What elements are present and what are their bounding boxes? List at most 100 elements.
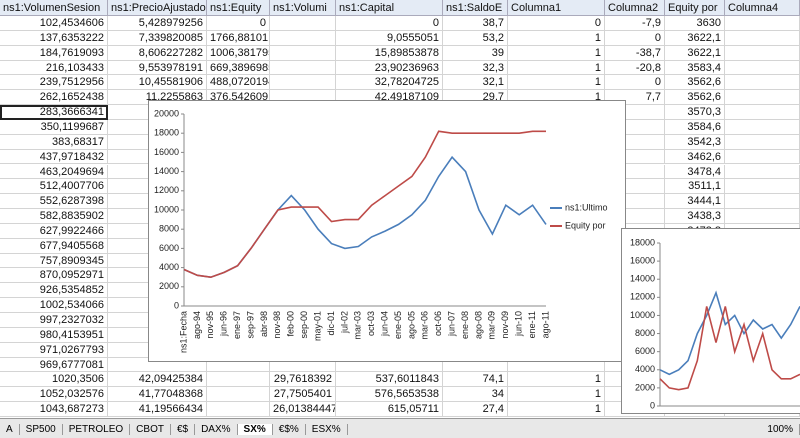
cell[interactable]: 9,553978191 bbox=[108, 60, 207, 76]
cell[interactable]: 3562,6 bbox=[665, 90, 725, 106]
cell[interactable]: 1 bbox=[508, 372, 605, 388]
column-header[interactable]: Columna2 bbox=[605, 0, 665, 16]
cell[interactable]: 41,19566434 bbox=[108, 402, 207, 417]
cell[interactable]: 757,8909345 bbox=[0, 253, 108, 269]
cell[interactable]: 997,2327032 bbox=[0, 313, 108, 328]
cell[interactable] bbox=[725, 75, 800, 91]
sheet-tab[interactable]: PETROLEO bbox=[63, 423, 131, 435]
cell[interactable]: 3562,6 bbox=[665, 75, 725, 91]
cell[interactable]: 38,7 bbox=[443, 16, 508, 31]
cell[interactable]: 3583,4 bbox=[665, 60, 725, 76]
cell[interactable]: 669,3896985 bbox=[207, 60, 270, 76]
cell[interactable]: 1020,3506 bbox=[0, 372, 108, 388]
cell[interactable] bbox=[725, 16, 800, 31]
cell[interactable]: 3622,1 bbox=[665, 45, 725, 61]
cell[interactable]: 3438,3 bbox=[665, 209, 725, 224]
cell[interactable]: 1 bbox=[508, 402, 605, 417]
cell[interactable] bbox=[725, 90, 800, 106]
cell[interactable]: 3511,1 bbox=[665, 179, 725, 195]
cell[interactable] bbox=[270, 75, 336, 91]
cell[interactable]: 463,2049694 bbox=[0, 164, 108, 180]
cell[interactable]: 184,7619093 bbox=[0, 45, 108, 61]
cell[interactable] bbox=[725, 134, 800, 150]
cell[interactable]: 41,77048368 bbox=[108, 387, 207, 403]
cell[interactable]: 283,3666341 bbox=[0, 105, 108, 120]
sheet-tab[interactable]: DAX% bbox=[195, 423, 238, 435]
cell[interactable] bbox=[605, 119, 665, 135]
sheet-tab[interactable]: ESX% bbox=[306, 423, 348, 435]
cell[interactable]: 7,7 bbox=[605, 90, 665, 106]
cell[interactable] bbox=[270, 45, 336, 61]
cell[interactable]: 32,3 bbox=[443, 60, 508, 76]
cell[interactable]: 552,6287398 bbox=[0, 194, 108, 210]
column-header[interactable]: ns1:PrecioAjustado bbox=[108, 0, 207, 16]
cell[interactable]: 3584,6 bbox=[665, 119, 725, 135]
cell[interactable]: 437,9718432 bbox=[0, 149, 108, 165]
cell[interactable]: 1043,687273 bbox=[0, 402, 108, 417]
cell[interactable]: 1002,534066 bbox=[0, 298, 108, 313]
cell[interactable]: 7,339820085 bbox=[108, 30, 207, 46]
cell[interactable] bbox=[605, 179, 665, 195]
cell[interactable]: 0 bbox=[336, 16, 443, 31]
column-header[interactable]: Columna1 bbox=[508, 0, 605, 16]
cell[interactable] bbox=[725, 209, 800, 224]
cell[interactable]: 74,1 bbox=[443, 372, 508, 388]
cell[interactable]: 1 bbox=[508, 387, 605, 403]
cell[interactable]: 383,68317 bbox=[0, 134, 108, 150]
cell[interactable]: 677,9405568 bbox=[0, 238, 108, 254]
sheet-tab[interactable]: €$ bbox=[171, 423, 196, 435]
cell[interactable]: 1766,88101 bbox=[207, 30, 270, 46]
cell[interactable] bbox=[207, 372, 270, 388]
cell[interactable]: 262,1652438 bbox=[0, 90, 108, 106]
cell[interactable]: 137,6353222 bbox=[0, 30, 108, 46]
cell[interactable]: 926,5354852 bbox=[0, 283, 108, 299]
cell[interactable] bbox=[725, 149, 800, 165]
cell[interactable]: 627,9922466 bbox=[0, 223, 108, 239]
cell[interactable] bbox=[270, 357, 336, 373]
cell[interactable]: 971,0267793 bbox=[0, 342, 108, 358]
cell[interactable] bbox=[725, 179, 800, 195]
sheet-tab[interactable]: SX% bbox=[237, 423, 273, 435]
sheet-tab[interactable]: A bbox=[0, 423, 20, 435]
cell[interactable] bbox=[605, 209, 665, 224]
cell[interactable]: 29,7618392 bbox=[270, 372, 336, 388]
cell[interactable]: 350,1199687 bbox=[0, 119, 108, 135]
cell[interactable] bbox=[725, 164, 800, 180]
cell[interactable]: 980,4153951 bbox=[0, 327, 108, 343]
cell[interactable]: -38,7 bbox=[605, 45, 665, 61]
column-header[interactable]: ns1:SaldoE bbox=[443, 0, 508, 16]
cell[interactable] bbox=[605, 149, 665, 165]
cell[interactable]: 42,09425384 bbox=[108, 372, 207, 388]
cell[interactable]: 969,6777081 bbox=[0, 357, 108, 373]
cell[interactable] bbox=[605, 164, 665, 180]
cell[interactable]: -7,9 bbox=[605, 16, 665, 31]
cell[interactable]: 3630 bbox=[665, 16, 725, 31]
cell[interactable]: 576,5653538 bbox=[336, 387, 443, 403]
cell[interactable]: 870,0952971 bbox=[0, 268, 108, 284]
cell[interactable]: 1052,032576 bbox=[0, 387, 108, 403]
cell[interactable] bbox=[725, 119, 800, 135]
cell[interactable]: 1006,381795 bbox=[207, 45, 270, 61]
cell[interactable] bbox=[270, 16, 336, 31]
cell[interactable]: 216,103433 bbox=[0, 60, 108, 76]
cell[interactable]: 1 bbox=[508, 30, 605, 46]
cell[interactable] bbox=[508, 357, 605, 373]
cell[interactable]: 1 bbox=[508, 75, 605, 91]
column-header[interactable]: Columna4 bbox=[725, 0, 800, 16]
cell[interactable] bbox=[207, 387, 270, 403]
cell[interactable]: 582,8835902 bbox=[0, 209, 108, 224]
sheet-tab[interactable]: €$% bbox=[273, 423, 306, 435]
cell[interactable]: 5,428979256 bbox=[108, 16, 207, 31]
cell[interactable] bbox=[725, 30, 800, 46]
cell[interactable]: 27,7505401 bbox=[270, 387, 336, 403]
cell[interactable]: 39 bbox=[443, 45, 508, 61]
cell[interactable]: 9,0555051 bbox=[336, 30, 443, 46]
cell[interactable]: 3570,3 bbox=[665, 105, 725, 120]
column-header[interactable]: ns1:Equity bbox=[207, 0, 270, 16]
cell[interactable]: 102,4534606 bbox=[0, 16, 108, 31]
cell[interactable] bbox=[725, 194, 800, 210]
cell[interactable]: 3542,3 bbox=[665, 134, 725, 150]
cell[interactable]: 8,606227282 bbox=[108, 45, 207, 61]
cell[interactable] bbox=[336, 357, 443, 373]
cell[interactable] bbox=[270, 60, 336, 76]
